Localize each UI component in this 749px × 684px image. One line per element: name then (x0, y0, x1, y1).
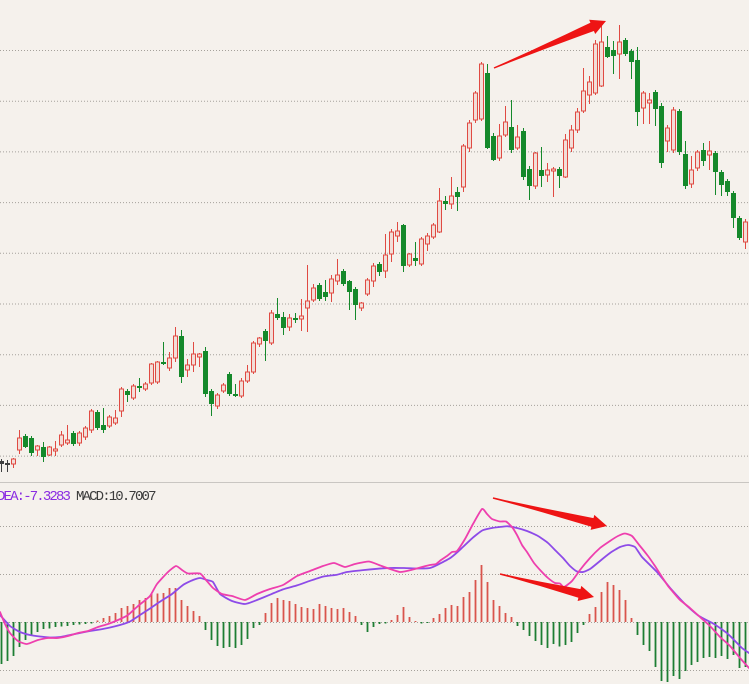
svg-text:DEA:-7.3283: DEA:-7.3283 (0, 489, 71, 505)
svg-text:MACD:10.7007: MACD:10.7007 (76, 489, 156, 505)
